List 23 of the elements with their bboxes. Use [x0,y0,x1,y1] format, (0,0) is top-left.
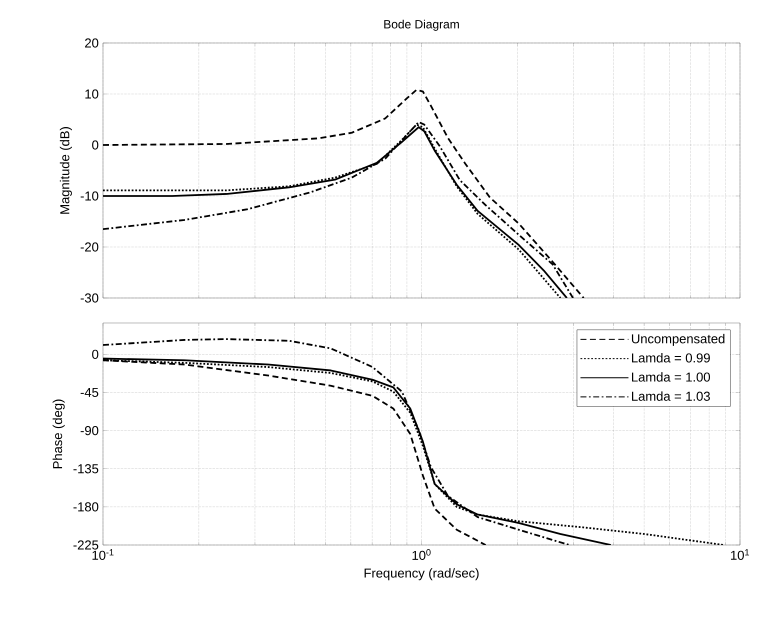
y-axis-title: Magnitude (dB) [60,127,72,214]
y-tick-label: -135 [73,464,98,474]
x-tick-label: 10$^{1}$ [731,549,750,560]
y-tick-label: 10 [85,89,98,99]
y-tick-label: -30 [80,293,98,303]
y-tick-label: 0 [92,350,98,359]
y-tick-label: -180 [73,502,98,512]
y-tick-label: 20 [85,38,98,48]
legend-label: Lamda = 1.03 [632,391,710,401]
y-tick-label: -90 [80,426,98,436]
y-tick-label: -10 [80,191,98,201]
chart-title: Bode Diagram [384,20,459,31]
legend-label: Lamda = 0.99 [632,352,710,363]
y-tick-label: -20 [80,242,98,252]
y-tick-label: 0 [92,140,98,150]
legend-label: Lamda = 1.00 [632,372,710,382]
x-tick-label: 10$^{0}$ [412,549,431,560]
x-tick-label: 10$^{-1}$ [92,549,114,560]
y-tick-label: -225 [73,540,98,550]
y-axis-title: Phase (deg) [52,400,65,468]
x-axis-title: Frequency (rad/sec) [364,568,479,580]
legend-label: Uncompensated [632,334,724,346]
y-tick-label: -45 [80,388,98,397]
